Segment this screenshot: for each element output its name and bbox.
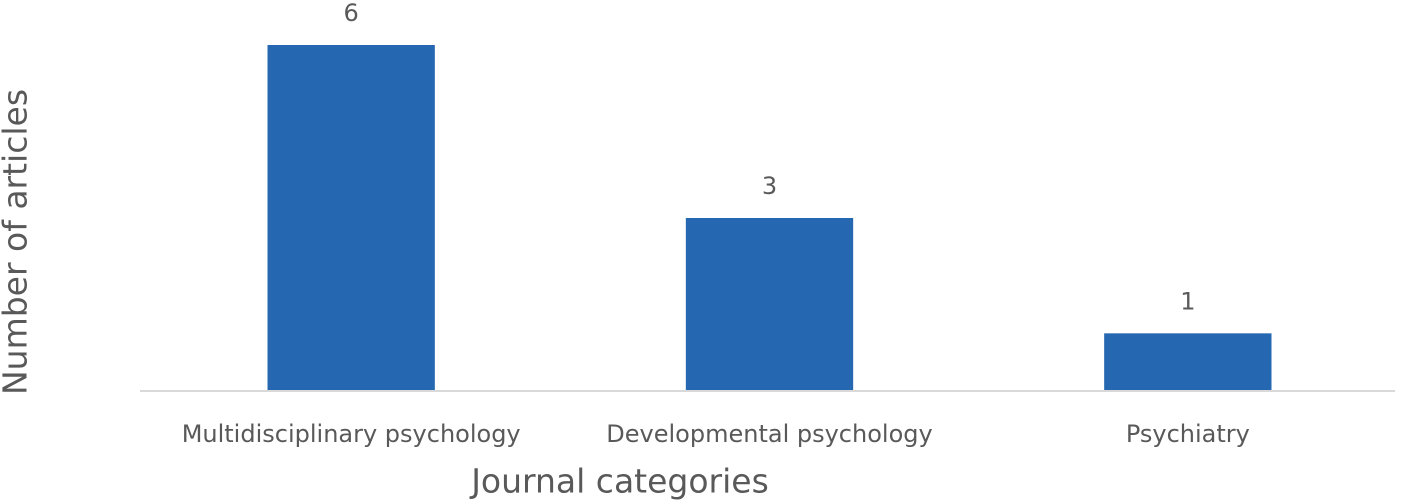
value-label: 6 — [344, 0, 359, 27]
x-axis-title: Journal categories — [469, 462, 769, 501]
x-tick-label: Psychiatry — [1126, 420, 1250, 448]
bar — [267, 45, 435, 391]
x-tick-label: Multidisciplinary psychology — [182, 420, 521, 448]
value-label: 1 — [1180, 287, 1195, 315]
bar — [1104, 333, 1272, 391]
x-tick-label: Developmental psychology — [606, 420, 932, 448]
y-axis-title: Number of articles — [0, 89, 35, 395]
bar — [685, 218, 854, 391]
value-label: 3 — [762, 172, 777, 200]
